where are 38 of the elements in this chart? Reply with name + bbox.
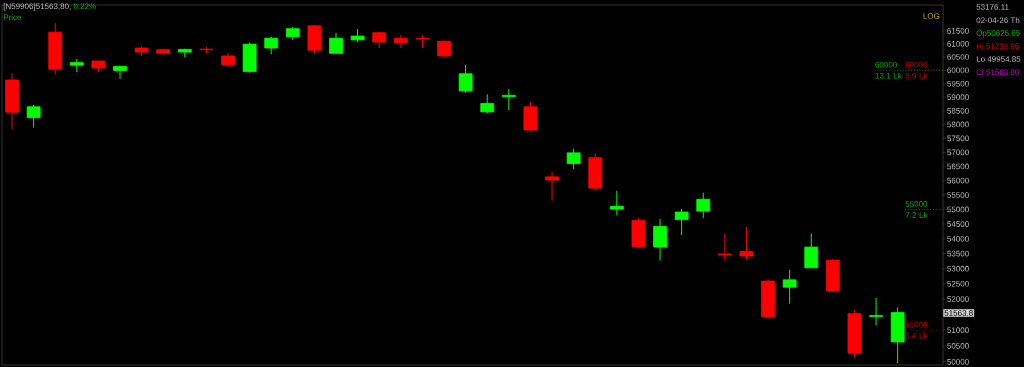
y-tick-label: 60500 — [947, 54, 969, 60]
text: LOG — [923, 13, 940, 19]
y-tick-label: 50000 — [947, 358, 969, 365]
y-tick-label: 55000 — [947, 206, 969, 213]
text: Op50625.65 — [976, 30, 1020, 38]
text: 51563.8 — [944, 310, 973, 316]
y-tick-label: 52500 — [947, 280, 969, 287]
text: 02-04-26 Th — [976, 17, 1020, 24]
text: Hi 51731.95 — [976, 43, 1019, 50]
y-tick-label: 51000 — [947, 327, 969, 333]
y-tick-label: 58000 — [947, 121, 969, 128]
y-tick-label: 55500 — [947, 192, 969, 198]
y-tick-label: 50500 — [947, 343, 969, 349]
chart-title: [N59906]51563.80, — [3, 3, 71, 11]
text: Cl 51563.80 — [976, 69, 1020, 76]
y-tick-label: 57000 — [947, 149, 969, 156]
y-tick-label: 56500 — [947, 163, 969, 170]
chart-subtitle: 0.22% — [73, 3, 96, 10]
y-tick-label: 53000 — [947, 265, 969, 272]
ref-line-label: 51000 5.4 Lk — [905, 321, 928, 339]
annotation: Price — [3, 14, 22, 21]
y-tick-label: 52000 — [947, 296, 969, 302]
y-tick-label: 59500 — [947, 80, 969, 87]
y-tick-label: 61000 — [947, 41, 969, 47]
y-tick-label: 61500 — [947, 28, 969, 34]
y-tick-label: 59000 — [947, 94, 969, 100]
text: Lo 49954.85 — [976, 56, 1021, 62]
y-tick-label: 54000 — [947, 235, 969, 242]
y-tick-label: 56000 — [947, 177, 969, 184]
y-tick-label: 57500 — [947, 135, 969, 142]
ref-line-label: 60000 13.1 Lk — [875, 61, 902, 79]
text: 53176.11 — [976, 4, 1009, 10]
y-tick-label: 60000 — [947, 67, 969, 74]
y-tick-label: 58500 — [947, 107, 969, 114]
ref-line-label: 55000 7.2 Lk — [905, 201, 928, 218]
y-tick-label: 54500 — [947, 221, 969, 227]
y-tick-label: 53500 — [947, 250, 969, 257]
ref-line-label: 60000 5.9 Lk — [905, 61, 928, 79]
